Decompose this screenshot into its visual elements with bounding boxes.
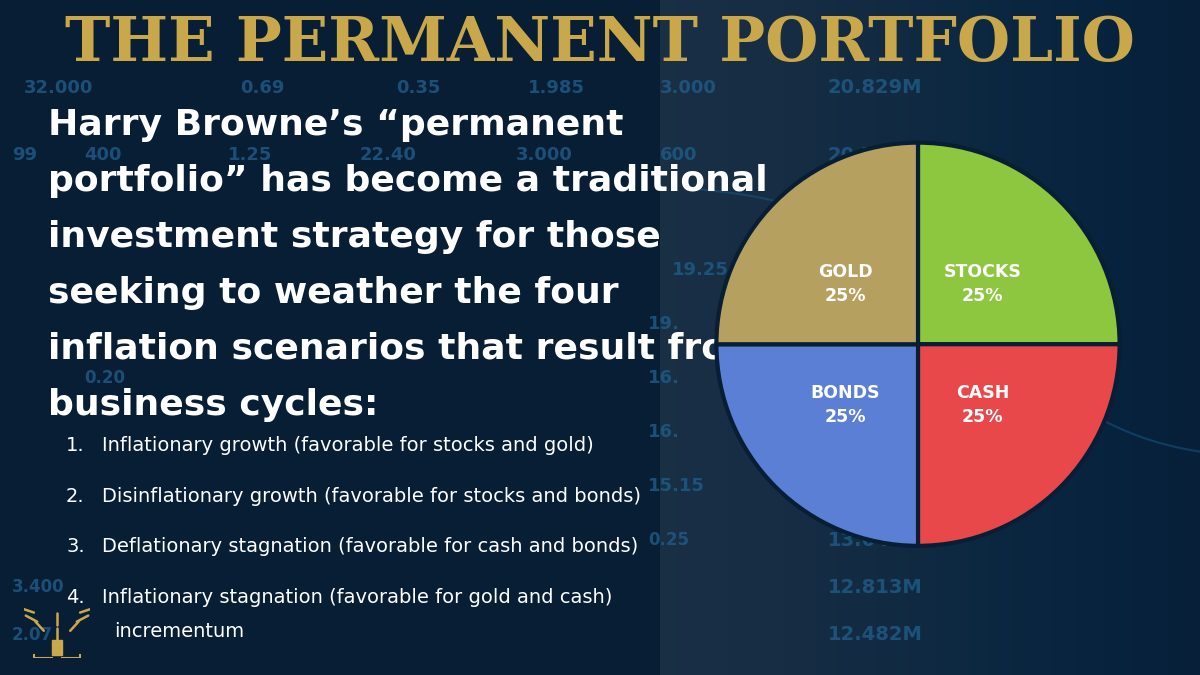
Text: 12.482M: 12.482M <box>828 625 923 644</box>
Text: 22.40: 22.40 <box>360 146 416 164</box>
Text: 19.493M: 19.493M <box>828 213 923 232</box>
Wedge shape <box>716 344 918 546</box>
Wedge shape <box>716 142 918 344</box>
Text: Inflationary stagnation (favorable for gold and cash): Inflationary stagnation (favorable for g… <box>102 588 612 607</box>
Text: 4.: 4. <box>66 588 85 607</box>
Text: incrementum: incrementum <box>114 622 244 641</box>
Text: BONDS
25%: BONDS 25% <box>811 384 880 425</box>
Text: THE PERMANENT PORTFOLIO: THE PERMANENT PORTFOLIO <box>65 14 1135 74</box>
Text: GOLD
25%: GOLD 25% <box>818 263 872 304</box>
Text: 1.: 1. <box>66 436 85 455</box>
Text: 16.: 16. <box>648 369 680 387</box>
Text: inflation scenarios that result from: inflation scenarios that result from <box>48 332 763 366</box>
Wedge shape <box>918 344 1120 546</box>
Text: seeking to weather the four: seeking to weather the four <box>48 276 619 310</box>
Text: 0.35: 0.35 <box>396 79 440 97</box>
Text: 20.760M: 20.760M <box>828 146 923 165</box>
Text: 13.646M: 13.646M <box>828 531 923 549</box>
Text: 16.: 16. <box>648 423 680 441</box>
Text: 3.400: 3.400 <box>12 578 65 596</box>
Text: STOCKS
25%: STOCKS 25% <box>943 263 1021 304</box>
Text: business cycles:: business cycles: <box>48 388 378 422</box>
Text: 14.75: 14.75 <box>828 477 884 495</box>
Text: Inflationary growth (favorable for stocks and gold): Inflationary growth (favorable for stock… <box>102 436 594 455</box>
Wedge shape <box>918 142 1120 344</box>
Text: 15.15: 15.15 <box>648 477 704 495</box>
Text: 19.: 19. <box>648 315 680 333</box>
Text: 32.000: 32.000 <box>24 79 94 97</box>
Text: 600: 600 <box>660 146 697 164</box>
Text: 3.000: 3.000 <box>660 79 716 97</box>
Text: Harry Browne’s “permanent: Harry Browne’s “permanent <box>48 108 624 142</box>
Text: 2.: 2. <box>66 487 85 506</box>
Text: Disinflationary growth (favorable for stocks and bonds): Disinflationary growth (favorable for st… <box>102 487 641 506</box>
Text: 3.: 3. <box>66 537 85 556</box>
Bar <box>52 640 62 655</box>
Text: investment strategy for those: investment strategy for those <box>48 220 661 254</box>
Text: 0.20: 0.20 <box>84 369 125 387</box>
Text: 20.829M: 20.829M <box>828 78 923 97</box>
Text: 1.25: 1.25 <box>228 146 272 164</box>
Text: portfolio” has become a traditional: portfolio” has become a traditional <box>48 164 768 198</box>
Text: 19.25: 19.25 <box>672 261 728 279</box>
Text: 3.000: 3.000 <box>516 146 572 164</box>
Text: 400: 400 <box>84 146 121 164</box>
Text: 12.813M: 12.813M <box>828 578 923 597</box>
Text: 0.25: 0.25 <box>648 531 689 549</box>
Text: 99: 99 <box>12 146 37 164</box>
Text: 2.07: 2.07 <box>12 626 53 643</box>
Text: 0.69: 0.69 <box>240 79 284 97</box>
Text: CASH
25%: CASH 25% <box>956 384 1009 425</box>
Text: 1.985: 1.985 <box>528 79 586 97</box>
Text: Deflationary stagnation (favorable for cash and bonds): Deflationary stagnation (favorable for c… <box>102 537 638 556</box>
